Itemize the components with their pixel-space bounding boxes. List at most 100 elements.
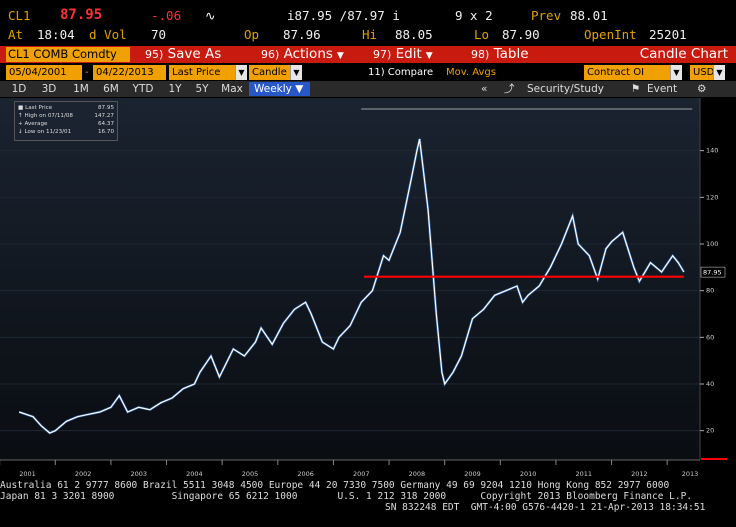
average-marker-icon: + xyxy=(18,121,23,127)
openint-value: 25201 xyxy=(649,27,687,42)
chart-legend: ■ Last Price 87.95 ↑ High on 07/11/08 14… xyxy=(14,101,118,141)
x-tick-label: 2012 xyxy=(631,470,648,478)
currency-select[interactable]: USD xyxy=(690,65,714,80)
last-value-tag xyxy=(700,266,726,278)
currency-dropdown-icon[interactable]: ▼ xyxy=(713,65,725,80)
legend-last-row: ■ Last Price 87.95 xyxy=(18,105,114,111)
mov-avgs-button[interactable]: Mov. Avgs xyxy=(446,67,496,78)
lo-label: Lo xyxy=(474,27,490,42)
ticker-label: CL1 xyxy=(8,8,31,23)
y-tick-label: 60 xyxy=(706,333,714,341)
tab-6m[interactable]: 6M xyxy=(103,83,119,95)
caret-down-icon: ▼ xyxy=(295,83,304,95)
x-tick-label: 2005 xyxy=(242,470,259,478)
prev-label: Prev xyxy=(531,8,562,23)
x-tick-label: 2003 xyxy=(130,470,147,478)
quote-row-2: At 18:04 d Vol 70 Op 87.96 Hi 88.05 Lo 8… xyxy=(0,27,736,43)
open-value: 87.96 xyxy=(283,27,321,42)
chart-style-dropdown-icon[interactable]: ▼ xyxy=(290,65,302,80)
actions-menu-button[interactable]: 96) Actions ▼ xyxy=(261,46,344,62)
x-tick-label: 2007 xyxy=(353,470,370,478)
chart-style-select[interactable]: Candle xyxy=(249,65,290,80)
caret-down-icon: ▼ xyxy=(336,51,344,61)
event-button[interactable]: Event xyxy=(647,83,678,95)
compare-button[interactable]: 11) Compare xyxy=(368,67,434,78)
contract-dropdown-icon[interactable]: ▼ xyxy=(670,65,682,80)
price-field-dropdown-icon[interactable]: ▼ xyxy=(235,65,247,80)
high-marker-icon: ↑ xyxy=(18,113,23,119)
x-tick-label: 2002 xyxy=(75,470,92,478)
price-series-line xyxy=(18,138,685,434)
y-tick-label: 20 xyxy=(706,427,714,435)
price-chart[interactable]: 20 40 60 80 100 120 140 87.95 2001 2002 2003 2004 2… xyxy=(0,98,736,480)
legend-avg-row: + Average 64.37 xyxy=(18,121,114,127)
footer-line-1: Australia 61 2 9777 8600 Brazil 5511 304… xyxy=(0,480,670,491)
tab-1y[interactable]: 1Y xyxy=(168,83,182,95)
y-tick-label: 120 xyxy=(706,193,718,201)
tab-3d[interactable]: 3D xyxy=(41,83,57,95)
contract-select[interactable]: Contract OI xyxy=(584,65,670,80)
y-tick-label: 40 xyxy=(706,380,714,388)
collapse-icon[interactable]: « xyxy=(481,83,488,95)
x-tick-label: 2008 xyxy=(409,470,426,478)
start-date-field[interactable]: 05/04/2001 xyxy=(6,65,82,80)
hi-value: 88.05 xyxy=(395,27,433,42)
y-tick-label: 140 xyxy=(706,147,718,155)
prev-value: 88.01 xyxy=(570,8,608,23)
event-icon: ⚑ xyxy=(631,83,641,95)
save-as-button[interactable]: 95) Save As xyxy=(145,46,222,62)
security-study-icon: ⤴ xyxy=(504,83,515,95)
hi-label: Hi xyxy=(362,27,378,42)
last-price: 87.95 xyxy=(60,7,103,23)
tab-max[interactable]: Max xyxy=(221,83,243,95)
period-select[interactable]: Weekly ▼ xyxy=(249,82,310,96)
x-tick-label: 2011 xyxy=(575,470,592,478)
legend-low-row: ↓ Low on 11/23/01 16.70 xyxy=(18,129,114,135)
security-study-button[interactable]: Security/Study xyxy=(527,83,604,95)
period-tabs-bar: 1D 3D 1M 6M YTD 1Y 5Y Max Weekly ▼ « ⤴ S… xyxy=(0,81,736,97)
sparkline-icon: ∿ xyxy=(205,8,216,23)
x-tick-label: 2009 xyxy=(464,470,481,478)
dvol-value: 70 xyxy=(151,27,167,42)
x-tick-label: 2004 xyxy=(186,470,203,478)
legend-high-row: ↑ High on 07/11/08 147.27 xyxy=(18,113,114,119)
tab-1m[interactable]: 1M xyxy=(73,83,89,95)
caret-down-icon: ▼ xyxy=(425,51,433,61)
x-tick-label: 2010 xyxy=(520,470,537,478)
at-label: At xyxy=(8,27,24,42)
bid-ask: i87.95 /87.97 i xyxy=(287,8,400,23)
chart-type-title: Candle Chart xyxy=(639,46,728,62)
tab-5y[interactable]: 5Y xyxy=(195,83,209,95)
footer-line-2: Japan 81 3 3201 8900 Singapore 65 6212 1… xyxy=(0,491,693,502)
table-button[interactable]: 98) Table xyxy=(471,46,529,62)
x-tick-label: 2006 xyxy=(297,470,314,478)
last-value-label: 87.95 xyxy=(703,269,722,277)
action-bar: CL1 COMB Comdty 95) Save As 96) Actions ▼… xyxy=(0,46,736,63)
x-tick-label: 2013 xyxy=(682,470,699,478)
price-field-select[interactable]: Last Price xyxy=(169,65,235,80)
footer-line-3: SN 832248 EDT GMT-4:00 G576-4420-1 21-Ap… xyxy=(385,502,706,513)
axis-bottom-marker xyxy=(701,458,727,460)
end-date-field[interactable]: 04/22/2013 xyxy=(93,65,166,80)
last-price-swatch-icon: ■ xyxy=(18,105,24,111)
tab-1d[interactable]: 1D xyxy=(11,83,27,95)
x-tick-label: 2001 xyxy=(19,470,36,478)
settings-gear-icon[interactable]: ⚙ xyxy=(697,83,707,95)
open-label: Op xyxy=(244,27,260,42)
quote-row-1: CL1 87.95 -.06 ∿ i87.95 /87.97 i 9 x 2 P… xyxy=(0,7,736,24)
low-marker-icon: ↓ xyxy=(18,129,23,135)
y-tick-label: 100 xyxy=(706,240,718,248)
last-time: 18:04 xyxy=(37,27,75,42)
chart-background xyxy=(0,98,700,460)
net-change: -.06 xyxy=(151,8,182,23)
dvol-label: d Vol xyxy=(89,27,127,42)
y-tick-label: 80 xyxy=(706,287,714,295)
lo-value: 87.90 xyxy=(502,27,540,42)
edit-menu-button[interactable]: 97) Edit ▼ xyxy=(373,46,433,62)
settings-bar: 05/04/2001 - 04/22/2013 Last Price ▼ Can… xyxy=(0,65,736,80)
openint-label: OpenInt xyxy=(584,27,637,42)
tab-ytd[interactable]: YTD xyxy=(132,83,154,95)
bid-ask-size: 9 x 2 xyxy=(455,8,493,23)
security-field[interactable]: CL1 COMB Comdty xyxy=(6,47,130,62)
date-separator: - xyxy=(85,67,89,78)
